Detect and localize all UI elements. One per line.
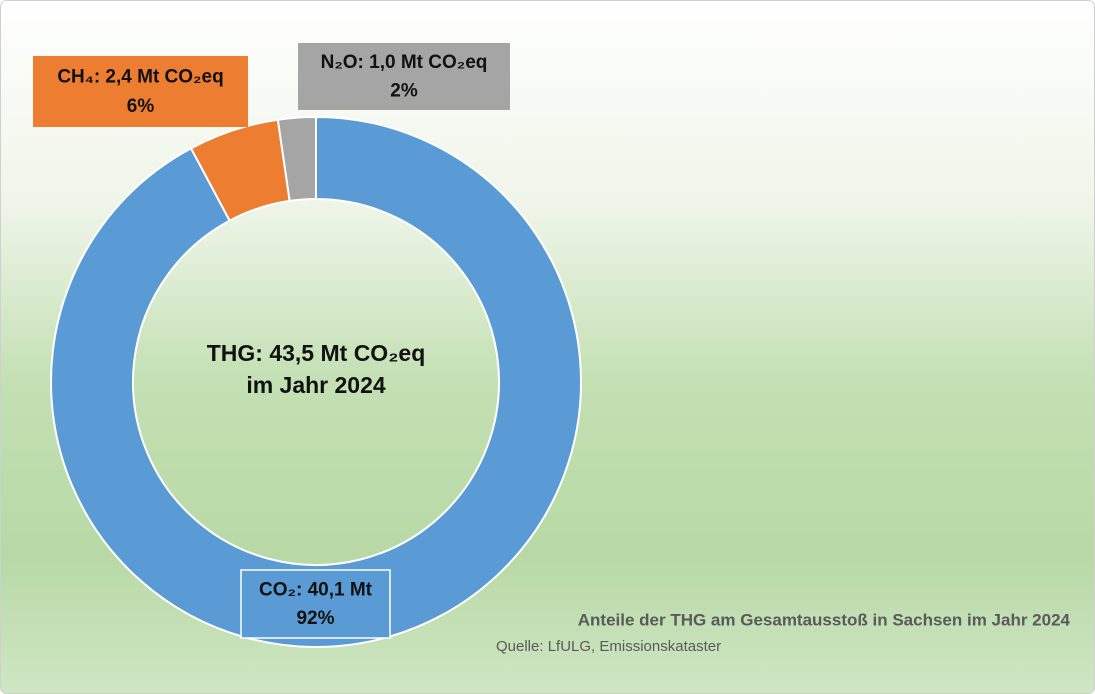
source: Quelle: LfULG, Emissionskataster [496,638,721,655]
share-label: 6% [127,96,155,117]
center-label: THG: 43,5 Mt CO₂eq [207,340,426,366]
share-label: 2% [390,80,418,101]
chart-title: Anteile der THG am Gesamtausstoß in Sach… [578,610,1071,629]
donut-slice [276,115,317,203]
data-label: CH₄: 2,4 Mt CO₂eq [57,66,223,87]
share-label: 92% [296,608,334,629]
label-box [240,569,391,639]
data-label: CO₂: 40,1 Mt [259,579,373,600]
label-box [33,56,248,127]
donut-slice [50,115,582,648]
center-label: im Jahr 2024 [246,372,386,398]
label-box [298,43,510,110]
data-label: N₂O: 1,0 Mt CO₂eq [321,52,488,73]
